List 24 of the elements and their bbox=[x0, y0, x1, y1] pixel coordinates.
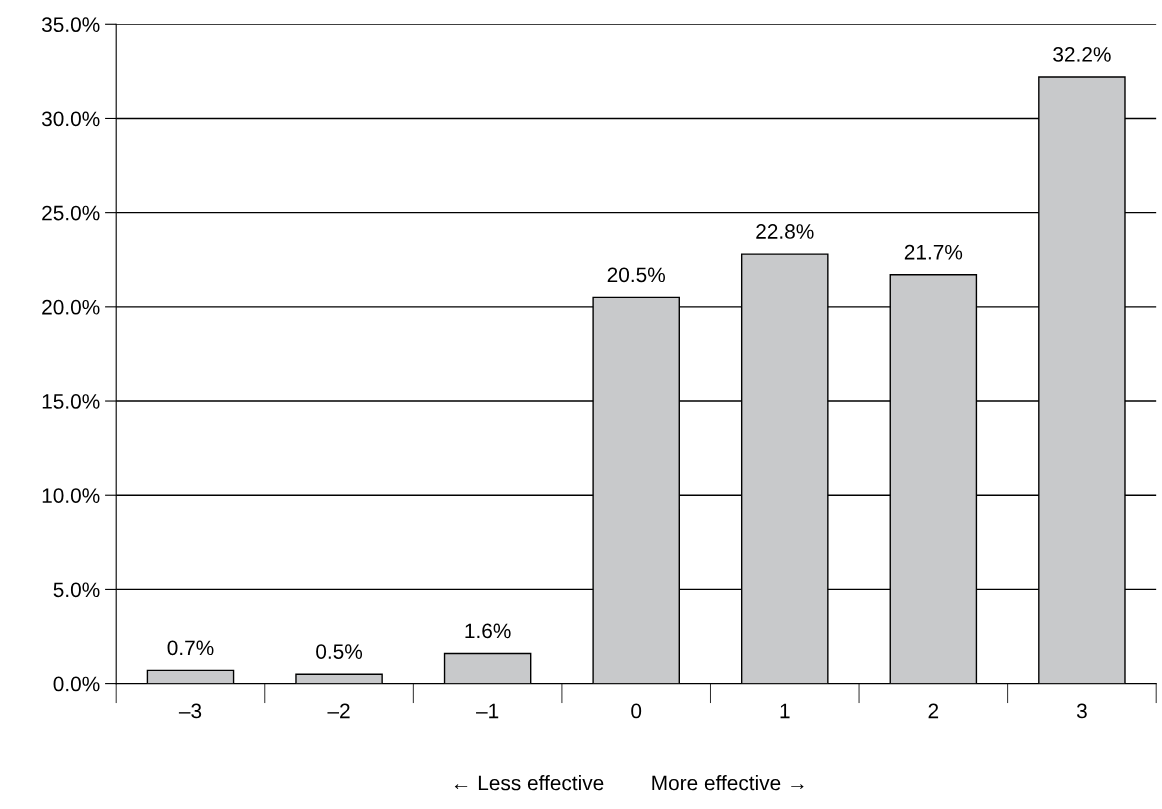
y-tick-label: 30.0% bbox=[41, 111, 100, 127]
x-tick-label: 2 bbox=[928, 703, 939, 719]
x-tick-label: 0 bbox=[631, 703, 642, 719]
y-tick-label: 0.0% bbox=[53, 676, 100, 692]
text: ← Less effective bbox=[454, 775, 604, 791]
data-label: 0.7% bbox=[167, 640, 214, 656]
y-tick-label: 20.0% bbox=[42, 299, 100, 315]
y-tick-label: 10.0% bbox=[42, 488, 100, 503]
x-tick-label: –3 bbox=[178, 703, 202, 719]
x-tick-label: –2 bbox=[327, 703, 350, 719]
y-tick-label: 25.0% bbox=[42, 205, 100, 221]
data-label: 32.2% bbox=[1053, 47, 1111, 62]
y-tick-label: 5.0% bbox=[53, 582, 100, 598]
x-tick-label: 3 bbox=[1076, 703, 1087, 719]
data-label: 21.7% bbox=[904, 244, 963, 260]
x-tick-label: 1 bbox=[780, 703, 790, 719]
data-label: 1.6% bbox=[465, 623, 511, 639]
y-tick-label: 35.0% bbox=[41, 17, 100, 33]
y-tick-label: 15.0% bbox=[42, 394, 100, 409]
data-label: 20.5% bbox=[607, 267, 665, 283]
data-label: 22.8% bbox=[756, 224, 814, 239]
text: More effective → bbox=[652, 775, 804, 791]
x-tick-label: –1 bbox=[476, 703, 499, 719]
data-label: 0.5% bbox=[316, 644, 363, 659]
